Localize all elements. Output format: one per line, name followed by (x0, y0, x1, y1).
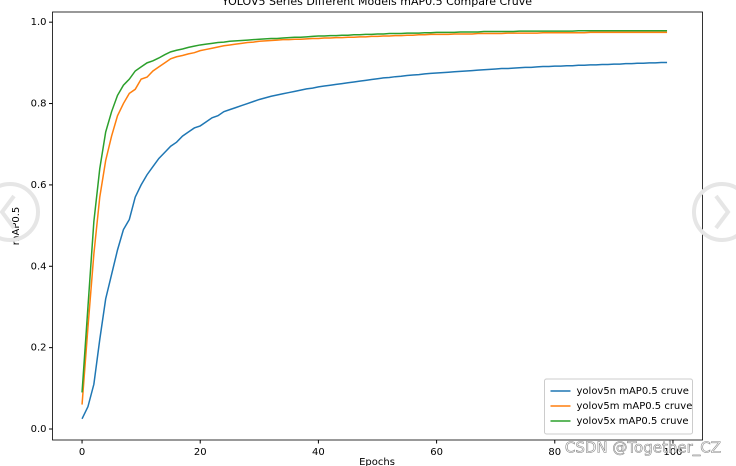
y-tick-label: 0.0 (31, 424, 47, 435)
y-axis-label: mAP0.5 (11, 207, 22, 246)
x-tick-label: 0 (79, 447, 85, 458)
x-axis-label: Epochs (359, 457, 395, 466)
legend-label: yolov5m mAP0.5 cruve (577, 401, 693, 412)
plot-area: 0 20 40 60 80 100 0.0 0.2 0.4 0.6 0.8 1.0 yolov5n mA… (31, 11, 703, 458)
chart-title: YOLOV5 Series Different Models mAP0.5 Co… (221, 0, 532, 8)
x-tick-label: 60 (430, 447, 443, 458)
next-arrow[interactable] (692, 182, 736, 242)
y-tick-label: 0.4 (31, 261, 47, 272)
series-line (81, 61, 668, 420)
x-tick-label: 100 (663, 447, 682, 458)
series-line (81, 29, 668, 393)
x-tick-label: 80 (548, 447, 561, 458)
watermark: CSDN @Together_CZ (565, 439, 721, 458)
legend-label: yolov5x mAP0.5 cruve (577, 416, 689, 427)
next-arrow-icon (714, 194, 731, 230)
y-tick-label: 0.2 (31, 343, 47, 354)
x-tick-label: 20 (194, 447, 207, 458)
axes-frame (52, 11, 703, 441)
prev-arrow-icon (0, 194, 16, 230)
series-line (81, 31, 668, 405)
legend-label: yolov5n mAP0.5 cruve (577, 386, 689, 397)
y-tick-label: 0.8 (31, 99, 47, 110)
prev-arrow[interactable] (0, 182, 40, 242)
x-tick-label: 40 (312, 447, 325, 458)
legend (544, 378, 693, 435)
y-tick-label: 0.6 (31, 180, 47, 191)
y-tick-label: 1.0 (31, 17, 47, 28)
